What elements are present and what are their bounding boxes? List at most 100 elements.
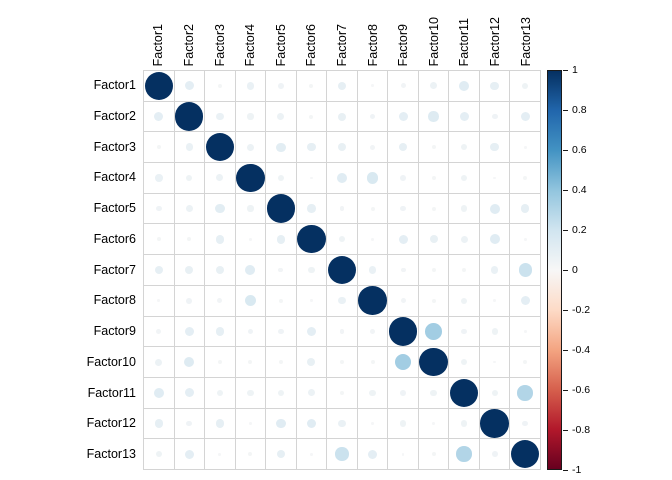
correlation-circle	[205, 133, 235, 162]
matrix-cell	[418, 347, 450, 378]
correlation-circle	[216, 112, 224, 121]
matrix-cell	[510, 285, 541, 317]
correlation-circle	[307, 358, 316, 367]
colorbar-tick	[563, 150, 568, 151]
correlation-circle	[460, 235, 468, 243]
correlation-circle	[491, 328, 498, 335]
matrix-cell	[418, 316, 450, 348]
matrix-cell	[174, 255, 206, 286]
correlation-circle	[400, 267, 406, 273]
colorbar-tick-label: -0.2	[572, 304, 591, 316]
correlation-circle	[398, 112, 408, 122]
correlation-circle	[175, 102, 204, 131]
correlation-circle	[520, 204, 530, 213]
matrix-cell	[205, 224, 236, 256]
correlation-circle	[425, 322, 442, 340]
matrix-cell	[174, 224, 206, 256]
matrix-cell	[449, 132, 480, 164]
matrix-cell	[266, 132, 297, 164]
correlation-circle	[244, 295, 257, 307]
matrix-cell	[510, 224, 541, 256]
row-label: Factor10	[86, 354, 136, 369]
correlation-circle	[370, 206, 375, 211]
matrix-cell	[449, 193, 480, 225]
colorbar-tick	[563, 70, 568, 71]
matrix-cell	[357, 285, 389, 317]
colorbar-tick-label: -0.8	[572, 424, 591, 436]
correlation-circle	[511, 439, 540, 469]
matrix-cell	[205, 101, 236, 133]
matrix-cell	[296, 101, 328, 133]
matrix-cell	[327, 285, 358, 317]
matrix-cell	[449, 224, 480, 256]
matrix-cell	[449, 347, 480, 378]
matrix-cell	[174, 71, 206, 102]
correlation-circle	[371, 84, 374, 88]
correlation-circle	[431, 267, 436, 272]
matrix-cell	[510, 132, 541, 164]
matrix-cell	[510, 163, 541, 194]
matrix-cell	[479, 377, 511, 409]
colorbar-tick-label: 1	[572, 64, 578, 76]
correlation-circle	[338, 236, 346, 243]
matrix-cell	[510, 193, 541, 225]
correlation-circle	[523, 145, 527, 149]
matrix-cell	[388, 71, 419, 102]
matrix-cell	[266, 408, 297, 440]
matrix-cell	[174, 163, 206, 194]
correlation-circle	[462, 267, 467, 272]
matrix-cell	[266, 347, 297, 378]
matrix-cell	[296, 285, 328, 317]
matrix-cell	[418, 285, 450, 317]
correlation-circle	[215, 419, 225, 428]
correlation-circle	[186, 297, 193, 304]
matrix-cell	[174, 377, 206, 409]
matrix-cell	[174, 101, 206, 133]
correlation-circle	[491, 113, 498, 120]
matrix-cell	[479, 408, 511, 440]
matrix-cell	[418, 439, 450, 470]
correlation-circle	[520, 112, 530, 122]
matrix-cell	[479, 316, 511, 348]
correlation-circle	[310, 452, 313, 456]
correlation-circle	[460, 144, 468, 151]
matrix-cell	[144, 255, 175, 286]
column-label: Factor4	[243, 23, 258, 66]
correlation-circle	[337, 173, 347, 183]
correlation-circle	[278, 360, 283, 365]
matrix-cell	[205, 347, 236, 378]
matrix-cell	[235, 377, 267, 409]
matrix-cell	[388, 408, 419, 440]
correlation-circle	[186, 174, 193, 182]
matrix-cell	[235, 408, 267, 440]
matrix-cell	[144, 101, 175, 133]
correlation-circle	[307, 204, 316, 213]
correlation-circle	[245, 265, 256, 275]
column-label: Factor6	[304, 23, 319, 66]
correlation-circle	[155, 450, 162, 458]
matrix-cell	[235, 224, 267, 256]
colorbar-tick-label: 0	[572, 264, 578, 276]
correlation-circle	[517, 384, 533, 401]
correlation-circle	[277, 113, 285, 120]
colorbar-tick	[563, 190, 568, 191]
correlation-circle	[153, 387, 164, 398]
matrix-cell	[205, 285, 236, 317]
colorbar-tick	[563, 310, 568, 311]
column-label: Factor3	[212, 23, 227, 66]
correlation-circle	[370, 328, 375, 334]
correlation-circle	[523, 329, 527, 333]
correlation-circle	[460, 205, 468, 212]
correlation-circle	[184, 326, 194, 336]
matrix-cell	[418, 377, 450, 409]
matrix-cell	[388, 193, 419, 225]
correlation-circle	[523, 237, 527, 241]
matrix-cell	[449, 316, 480, 348]
colorbar-tick	[563, 230, 568, 231]
colorbar-tick	[563, 430, 568, 431]
matrix-cell	[205, 163, 236, 194]
correlation-circle	[366, 172, 379, 184]
row-label: Factor5	[93, 201, 136, 216]
correlation-circle	[309, 114, 314, 119]
correlation-circle	[490, 142, 499, 152]
